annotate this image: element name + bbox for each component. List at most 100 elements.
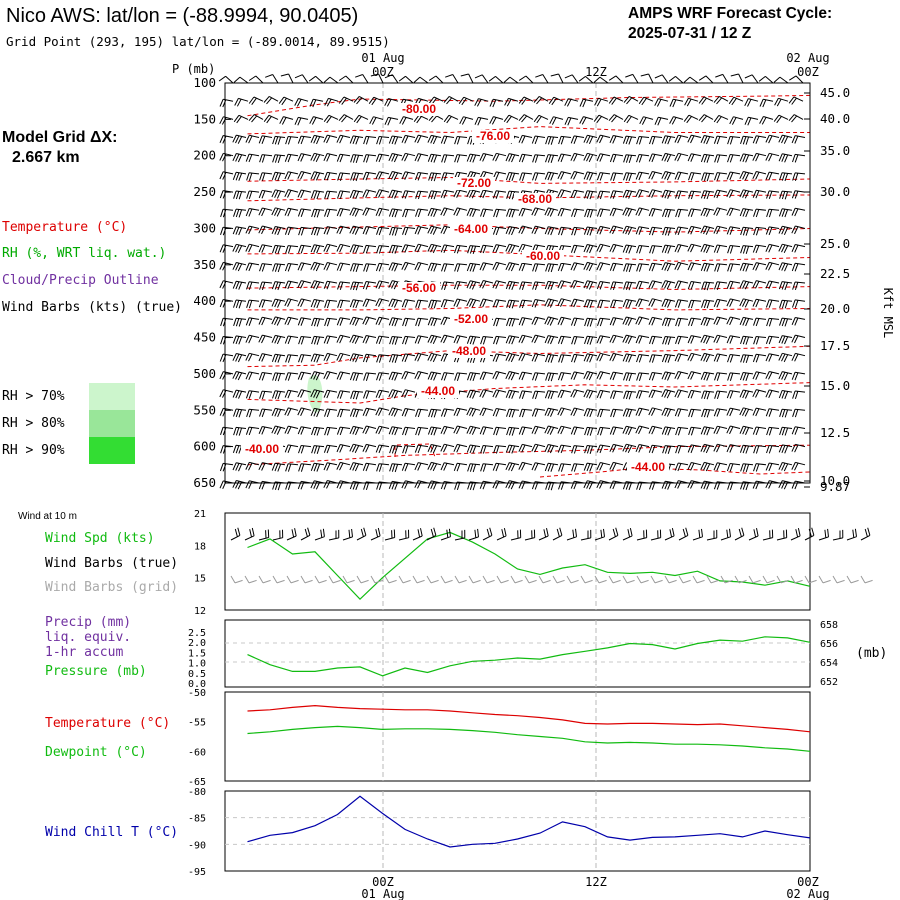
kft-tick-label: 20.0 [820,301,850,316]
wind-barb [460,73,474,84]
wind-barb [505,444,520,454]
wind-barb [336,153,351,163]
wind-barb [610,281,624,291]
wind-barb [570,135,585,144]
wind-barb [286,528,297,541]
wind-barb [505,389,520,399]
wind-barb [388,426,403,436]
wind-barb [765,280,780,290]
wind-barb [219,280,234,289]
wind-barb [778,390,793,400]
wind-barb [739,425,754,436]
wind-tick-label: 21 [194,509,206,520]
wind-barb [583,152,598,163]
wind-barb [375,444,390,454]
wind-barb [232,226,247,236]
wind-barb [623,263,637,273]
wind-barb [427,371,442,381]
wind-barb [661,371,676,381]
wind-barb [350,263,364,273]
kft-tick-label: 17.5 [820,338,850,353]
top-date-left: 01 Aug [361,51,404,65]
wind-barb [752,480,767,490]
wind-barb [609,153,624,163]
wind-barb [778,335,793,345]
wind-barb [376,354,390,363]
wind-barb [454,154,468,163]
wind-barb [701,299,715,309]
wind-barb [311,317,325,327]
wind-barb [726,463,741,472]
wind-barb [505,226,520,236]
wind-barb [713,353,728,362]
isotherm-line [247,94,811,117]
wind-barb [297,298,312,308]
wind-barb [609,480,624,490]
wind-barb [375,316,390,326]
wind-barb [765,299,780,308]
wind-barb [727,136,741,145]
wind-barb [580,529,592,541]
wind-barb [412,528,423,541]
wind-barb [518,134,533,144]
wind-barb [635,280,650,290]
wind-barb [338,96,354,105]
wind-barb [635,316,650,326]
wind-barb [739,208,754,218]
wind-barb [609,243,624,253]
wind-barb [661,171,676,181]
wind-barb [362,171,377,181]
wind-barb [479,153,494,162]
wind-barb [258,575,271,584]
wind-barb [271,207,286,217]
wind-barb [388,480,403,490]
wind-barb [832,575,845,584]
wind-barb [752,371,767,380]
isotherm-label: -68.00 [518,192,552,206]
wind-barb [687,281,702,290]
wind-barb [323,226,338,235]
wind-barb [635,444,650,453]
wind-barb [336,444,351,453]
legend-precip-accum: 1-hr accum [45,645,123,660]
wind-barb [297,262,312,271]
wind-barb [245,334,260,344]
wind-barb [454,136,468,145]
wind-barb [727,154,741,163]
grid-point-label: Grid Point (293, 195) lat/lon = (-89.001… [6,34,390,49]
wind-barb [623,172,637,182]
forecast-cycle-value: 2025-07-31 / 12 Z [628,25,752,42]
wind-barb [479,407,494,417]
isotherm-label: -72.00 [457,176,491,190]
wind-barb [479,426,494,435]
wind-barb [700,225,715,235]
wind-barb [779,408,793,418]
wind-barb [350,281,364,291]
wind-barb [778,352,793,363]
wind-barb [492,244,507,253]
wind-barb [622,443,637,454]
wind-barb [765,335,780,345]
wind-barb [503,114,519,124]
wind-barb [791,190,806,199]
isotherm-label-bg [450,223,492,236]
wind-barb [375,207,390,217]
isotherm-line [247,176,811,184]
wind-barb [596,335,611,344]
wind-barb [349,135,364,145]
wind-barb [258,426,273,435]
wind-barb [459,116,474,125]
wind-barb [480,445,494,454]
wind-barb [362,407,377,417]
wind-barb [688,299,702,309]
wind-barb [700,153,715,163]
wind-barb [544,390,559,400]
wind-barb [336,334,351,344]
wind-barb [492,261,507,271]
wind-barb [310,244,325,254]
wind-barb [388,317,403,327]
wind-barb [336,352,351,362]
wind-barb [675,445,689,454]
rh-legend-70-swatch [89,383,135,410]
wind-barb [278,96,294,106]
